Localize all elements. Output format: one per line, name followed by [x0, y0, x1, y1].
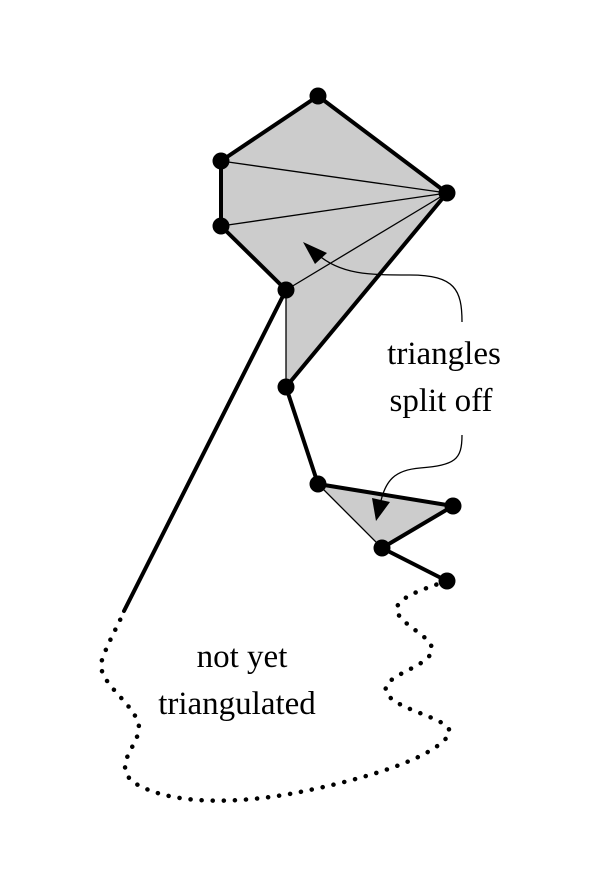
- lower-triangle-region: [318, 484, 453, 548]
- annotation-arrows: [315, 252, 463, 506]
- arrowheads: [303, 242, 390, 521]
- vertex-lower-left: [277, 378, 295, 396]
- diagonal-5: [317, 483, 383, 549]
- diagonal-2: [220, 192, 448, 227]
- label-split-off: split off: [390, 383, 493, 419]
- vertex-lower-tri-left: [309, 475, 327, 493]
- diagonal-1: [220, 160, 448, 194]
- vertex-top: [309, 87, 327, 105]
- diagonal-3: [285, 192, 448, 291]
- vertex-left-lower: [212, 217, 230, 235]
- vertex-lower-tri-right: [444, 497, 462, 515]
- arrowhead-lower: [372, 498, 390, 521]
- polygon-boundary: [122, 94, 455, 613]
- upper-boundary: [219, 94, 455, 583]
- label-triangles: triangles: [387, 336, 501, 372]
- label-triangulated: triangulated: [158, 686, 316, 722]
- vertex-middle: [277, 281, 295, 299]
- vertex-lower-tri-bottom: [373, 539, 391, 557]
- untriangulated-boundary: [98, 578, 452, 803]
- label-not-yet: not yet: [197, 639, 288, 675]
- arrow-to-upper-triangles: [315, 252, 463, 323]
- left-boundary-edge: [122, 288, 288, 613]
- vertex-left-upper: [212, 152, 230, 170]
- vertex-right: [438, 184, 456, 202]
- vertex-end: [438, 572, 456, 590]
- diagonals: [220, 160, 448, 549]
- vertices: [212, 87, 462, 590]
- shaded-regions: [221, 96, 453, 548]
- arrowhead-upper: [303, 242, 327, 264]
- arrow-to-lower-triangle: [379, 434, 463, 506]
